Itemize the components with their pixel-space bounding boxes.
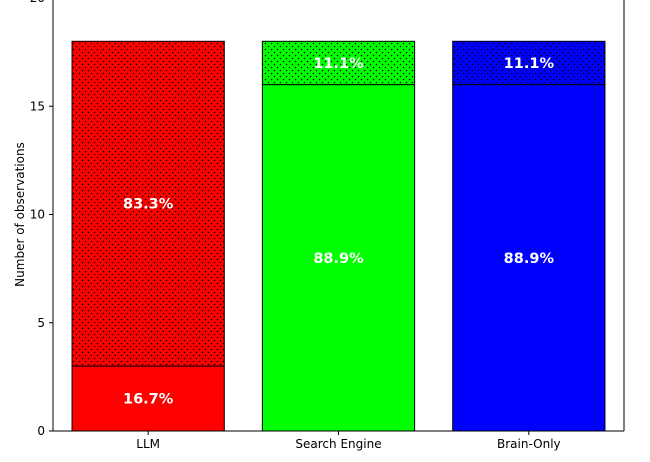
segment-labels-layer: 16.7% 83.3% 88.9% 11.1% 88.9% 11.1%	[123, 56, 554, 408]
bar-fill	[452, 84, 605, 431]
bar-outline	[71, 40, 225, 367]
bar-segment-upper	[71, 40, 225, 367]
bars-layer	[71, 40, 606, 432]
x-tick-label: Search Engine	[295, 437, 381, 451]
x-tick-label: Brain-Only	[497, 437, 561, 451]
y-axis-title: Number of observations	[13, 142, 27, 287]
bar-segment-lower	[261, 84, 416, 432]
segment-percent-label: 16.7%	[123, 392, 174, 408]
bar-segment-lower	[71, 365, 225, 432]
bar-hatch	[72, 41, 225, 367]
y-tick-label: 5	[37, 316, 45, 330]
bar-segment-upper	[452, 40, 606, 86]
segment-percent-label: 83.3%	[123, 197, 174, 213]
segment-percent-label: 11.1%	[313, 56, 364, 72]
bar-hatch	[262, 41, 415, 85]
bar-segment-upper	[261, 40, 416, 86]
x-tick-label: LLM	[136, 437, 160, 451]
y-tick-label: 15	[30, 99, 45, 113]
bar-outline	[261, 40, 416, 86]
y-tick-label: 20	[30, 0, 45, 5]
y-tick-label: 10	[30, 208, 45, 222]
bar-fill	[262, 84, 415, 431]
axes-layer: LLM Search Engine Brain-Only 0 5 10 15 20 Number…	[13, 0, 625, 451]
bar-hatch	[452, 41, 605, 85]
segment-percent-label: 11.1%	[504, 56, 555, 72]
bar-fill	[72, 366, 225, 431]
segment-percent-label: 88.9%	[504, 251, 555, 267]
y-tick-label: 0	[37, 424, 45, 438]
bar-outline	[452, 40, 606, 86]
bar-segment-lower	[452, 84, 606, 432]
segment-percent-label: 88.9%	[313, 251, 364, 267]
